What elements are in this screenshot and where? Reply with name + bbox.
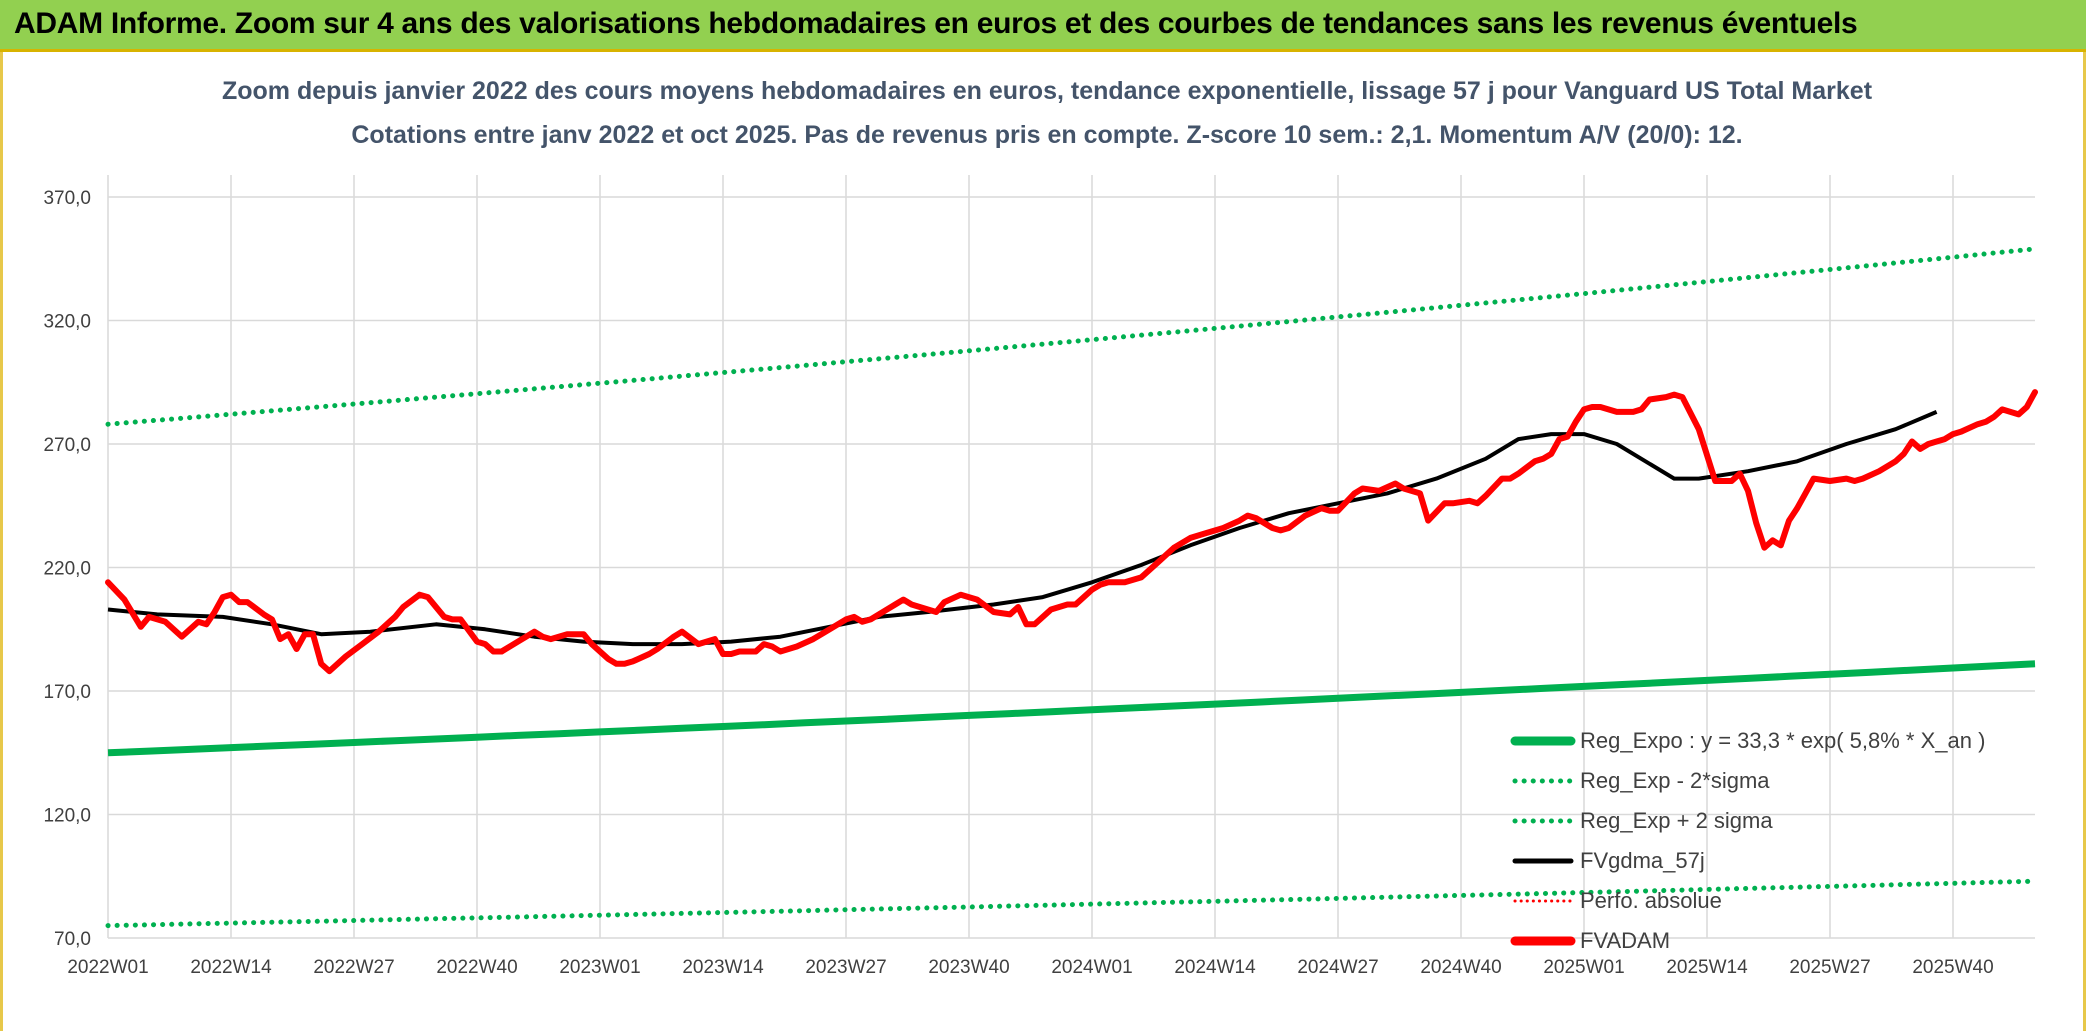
y-tick-label: 320,0 xyxy=(43,312,91,333)
y-tick-label: 120,0 xyxy=(43,806,91,827)
y-tick-label: 170,0 xyxy=(43,682,91,703)
series-fvadam xyxy=(105,389,2038,675)
x-tick-label: 2025W14 xyxy=(1666,957,1748,978)
x-tick-label: 2023W27 xyxy=(805,957,886,978)
chart-subtitle: Cotations entre janv 2022 et oct 2025. P… xyxy=(351,121,1742,149)
legend: Reg_Expo : y = 33,3 * exp( 5,8% * X_an )… xyxy=(1510,728,1985,953)
grid xyxy=(107,175,2035,939)
x-tick-label: 2022W01 xyxy=(67,957,148,978)
y-tick-label: 220,0 xyxy=(43,559,91,580)
x-tick-label: 2023W01 xyxy=(559,957,640,978)
series-reg-expo xyxy=(107,660,2036,757)
x-tick-label: 2025W01 xyxy=(1543,957,1624,978)
banner-title: ADAM Informe. Zoom sur 4 ans des valoris… xyxy=(14,7,1858,40)
x-tick-label: 2025W40 xyxy=(1912,957,1993,978)
x-axis-ticks: 2022W01 2022W14 2022W27 2022W40 2023W01 2023W… xyxy=(67,957,1993,978)
chart-title: Zoom depuis janvier 2022 des cours moyen… xyxy=(222,77,1873,105)
legend-label: Reg_Exp - 2*sigma xyxy=(1580,768,1770,793)
series-reg-exp-plus-2sigma xyxy=(105,246,2038,427)
x-tick-label: 2024W40 xyxy=(1420,957,1501,978)
chart-svg: Zoom depuis janvier 2022 des cours moyen… xyxy=(43,77,2038,978)
x-tick-label: 2025W27 xyxy=(1789,957,1870,978)
x-tick-label: 2022W27 xyxy=(313,957,394,978)
x-tick-label: 2022W14 xyxy=(190,957,272,978)
x-tick-label: 2023W40 xyxy=(928,957,1009,978)
y-tick-label: 70,0 xyxy=(54,929,91,950)
legend-label: FVgdma_57j xyxy=(1580,848,1705,873)
legend-label: Perfo. absolue xyxy=(1580,888,1722,913)
series-fvgdma-57j xyxy=(107,410,1938,647)
legend-label: FVADAM xyxy=(1580,928,1670,953)
y-axis-ticks: 370,0 320,0 270,0 220,0 170,0 120,0 70,0 xyxy=(43,188,91,950)
legend-label: Reg_Expo : y = 33,3 * exp( 5,8% * X_an ) xyxy=(1580,728,1985,753)
x-tick-label: 2024W27 xyxy=(1297,957,1378,978)
y-tick-label: 270,0 xyxy=(43,435,91,456)
header-banner: ADAM Informe. Zoom sur 4 ans des valoris… xyxy=(0,0,2086,52)
series-reg-exp-minus-2sigma xyxy=(105,878,2038,929)
legend-label: Reg_Exp + 2 sigma xyxy=(1580,808,1773,833)
x-tick-label: 2024W14 xyxy=(1174,957,1256,978)
x-tick-label: 2023W14 xyxy=(682,957,764,978)
x-tick-label: 2022W40 xyxy=(436,957,517,978)
series-layer xyxy=(105,246,2038,929)
chart-container: Zoom depuis janvier 2022 des cours moyen… xyxy=(0,52,2086,1031)
y-tick-label: 370,0 xyxy=(43,188,91,209)
x-tick-label: 2024W01 xyxy=(1051,957,1132,978)
